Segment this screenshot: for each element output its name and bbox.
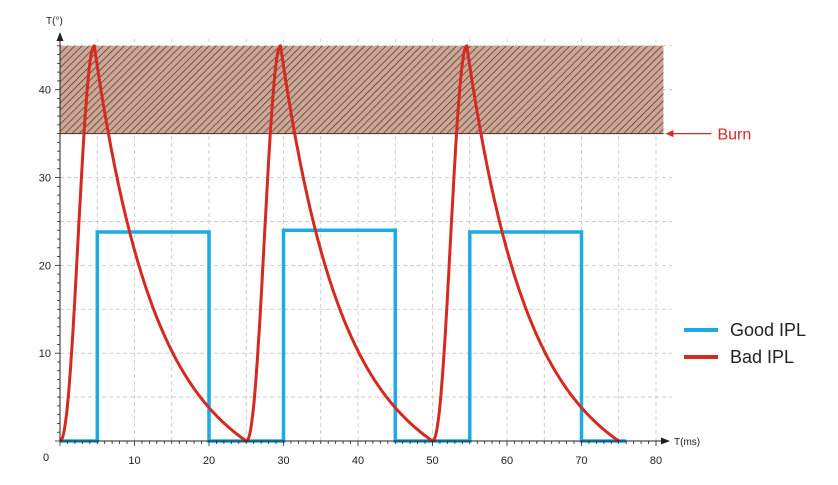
legend-label-good-ipl: Good IPL xyxy=(730,320,806,340)
burn-label: Burn xyxy=(717,127,751,144)
x-tick-label: 0 xyxy=(43,452,49,464)
y-tick-label: 30 xyxy=(39,173,51,185)
burn-arrow-head xyxy=(665,130,674,138)
x-axis-title: T(ms) xyxy=(674,437,700,448)
burn-zone: Burn xyxy=(60,45,751,144)
legend-label-bad-ipl: Bad IPL xyxy=(730,347,794,367)
series-line-good-ipl xyxy=(60,228,627,443)
y-axis-arrow xyxy=(56,32,64,41)
y-axis-title: T(°) xyxy=(46,16,63,27)
burn-zone-band xyxy=(60,45,664,134)
x-tick-label: 30 xyxy=(277,455,289,467)
x-tick-label: 40 xyxy=(352,455,364,467)
series-layer xyxy=(59,44,627,443)
legend: Good IPL Bad IPL xyxy=(684,320,806,367)
x-tick-label: 60 xyxy=(501,455,513,467)
x-tick-label: 70 xyxy=(575,455,587,467)
series-pulse-bad-ipl-3 xyxy=(431,44,620,443)
x-tick-label: 20 xyxy=(203,455,215,467)
y-tick-label: 20 xyxy=(39,260,51,272)
y-tick-label: 10 xyxy=(39,348,51,360)
x-axis-arrow xyxy=(661,437,670,445)
series-pulse-bad-ipl-1 xyxy=(59,44,248,443)
axes: 0 10 20 30 40 50 60 70 80 10 20 30 40 T(ms) T(°) xyxy=(39,16,700,467)
series-pulse-bad-ipl-2 xyxy=(245,44,434,443)
x-tick-label: 80 xyxy=(650,455,662,467)
x-tick-label: 10 xyxy=(128,455,140,467)
x-tick-label: 50 xyxy=(426,455,438,467)
y-tick-label: 40 xyxy=(39,85,51,97)
